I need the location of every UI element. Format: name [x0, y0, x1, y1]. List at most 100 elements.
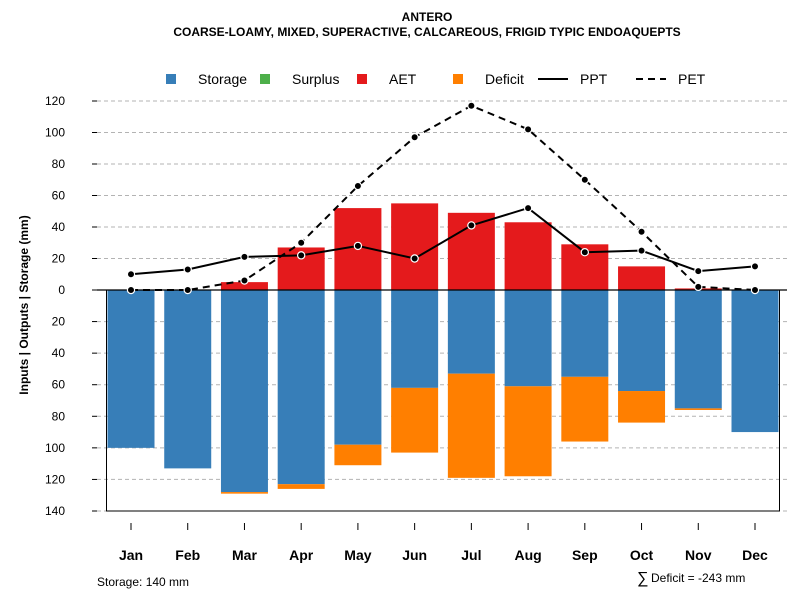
- x-tick-label: Dec: [742, 547, 768, 563]
- x-tick-label: Apr: [289, 547, 314, 563]
- ppt-point: [410, 254, 419, 263]
- deficit-bar: [220, 492, 268, 494]
- storage-bar: [618, 290, 666, 392]
- pet-point: [410, 133, 419, 142]
- pet-point: [296, 238, 306, 247]
- ppt-point: [523, 203, 533, 213]
- storage-bar: [561, 290, 609, 377]
- storage-bar: [731, 290, 779, 433]
- x-tick-label: May: [344, 547, 371, 563]
- storage-bar: [164, 290, 212, 469]
- x-tick-label: Feb: [175, 547, 200, 563]
- ppt-point: [296, 251, 306, 260]
- deficit-bar: [674, 408, 722, 410]
- storage-bar: [277, 290, 325, 485]
- legend-ppt-label: PPT: [580, 71, 608, 87]
- pet-point: [240, 276, 249, 285]
- y-axis: 0 20 40 60 80 100 120 20 40 60 80 100 120 140: [45, 94, 97, 518]
- x-tick-label: Jul: [461, 547, 481, 563]
- pet-point: [580, 175, 590, 184]
- y-tick-label: 60: [52, 378, 66, 392]
- storage-bar: [674, 290, 722, 409]
- deficit-bar: [561, 376, 609, 442]
- pet-point: [353, 181, 363, 191]
- ppt-point: [126, 270, 136, 279]
- ppt-line: [130, 206, 756, 276]
- x-tick-label: Nov: [685, 547, 712, 563]
- ppt-point: [353, 241, 363, 251]
- aet-bar: [391, 203, 439, 290]
- pet-point: [694, 282, 703, 292]
- x-tick-label: Oct: [630, 547, 654, 563]
- x-tick-label: Sep: [572, 547, 598, 563]
- x-tick-label: Jan: [119, 547, 143, 563]
- legend-aet-swatch: [357, 74, 367, 84]
- bars: [107, 203, 779, 494]
- deficit-bar: [334, 444, 382, 466]
- y-tick-label: 40: [52, 346, 66, 360]
- aet-bar: [220, 282, 268, 290]
- y-tick-label: 80: [52, 157, 66, 171]
- storage-bar: [334, 290, 382, 445]
- pet-point: [126, 285, 136, 295]
- y-tick-label: 100: [45, 126, 65, 140]
- x-tick-label: Aug: [514, 547, 541, 563]
- lines: [126, 101, 760, 295]
- storage-bar: [220, 290, 268, 493]
- pet-point: [637, 227, 646, 236]
- legend: Storage Surplus AET Deficit PPT PET: [166, 71, 706, 87]
- aet-bar: [504, 222, 552, 290]
- ppt-point: [694, 266, 703, 276]
- deficit-footnote: Deficit = -243 mm: [651, 571, 745, 585]
- x-tick-label: Mar: [232, 547, 257, 563]
- aet-bar: [618, 266, 666, 290]
- storage-bar: [504, 290, 552, 387]
- deficit-bar: [447, 373, 495, 478]
- y-tick-label: 20: [52, 252, 66, 266]
- deficit-bar: [504, 386, 552, 477]
- pet-point: [183, 285, 192, 295]
- legend-surplus-swatch: [260, 74, 270, 84]
- legend-storage-swatch: [166, 74, 176, 84]
- pet-point: [467, 101, 476, 110]
- legend-pet-label: PET: [678, 71, 706, 87]
- legend-surplus-label: Surplus: [292, 71, 339, 87]
- gridlines: [97, 100, 787, 512]
- y-tick-label: 120: [45, 472, 65, 486]
- y-tick-label: 120: [45, 94, 65, 108]
- deficit-bar: [618, 391, 666, 423]
- ppt-point: [467, 221, 476, 230]
- y-tick-label: 100: [45, 441, 65, 455]
- y-tick-label: 80: [52, 409, 66, 423]
- storage-bar: [391, 290, 439, 388]
- ppt-point: [580, 247, 590, 257]
- legend-storage-label: Storage: [198, 71, 247, 87]
- storage-bar: [107, 290, 155, 448]
- deficit-bar: [277, 484, 325, 489]
- deficit-bar: [391, 387, 439, 453]
- ppt-point: [637, 246, 646, 255]
- storage-capacity-frame: [106, 290, 780, 512]
- storage-footnote: Storage: 140 mm: [97, 575, 189, 589]
- lower-frame: [97, 289, 787, 512]
- y-axis-label: Inputs | Outputs | Storage (mm): [17, 215, 31, 394]
- storage-bar: [447, 290, 495, 374]
- x-tick-label: Jun: [402, 547, 427, 563]
- pet-point: [750, 285, 760, 295]
- y-tick-label: 40: [52, 220, 66, 234]
- chart-subtitle: COARSE-LOAMY, MIXED, SUPERACTIVE, CALCAR…: [173, 25, 680, 39]
- pet-line: [131, 104, 756, 291]
- legend-deficit-label: Deficit: [485, 71, 524, 87]
- y-tick-label: 20: [52, 315, 66, 329]
- deficit-sum-symbol: ∑: [637, 570, 648, 587]
- chart-title: ANTERO: [402, 10, 453, 24]
- y-tick-label: 140: [45, 504, 65, 518]
- y-tick-label: 60: [52, 189, 66, 203]
- legend-deficit-swatch: [453, 74, 463, 84]
- ppt-point: [750, 262, 760, 271]
- ppt-point: [240, 252, 249, 262]
- legend-aet-label: AET: [389, 71, 417, 87]
- pet-point: [523, 125, 533, 134]
- y-tick-label: 0: [58, 283, 65, 297]
